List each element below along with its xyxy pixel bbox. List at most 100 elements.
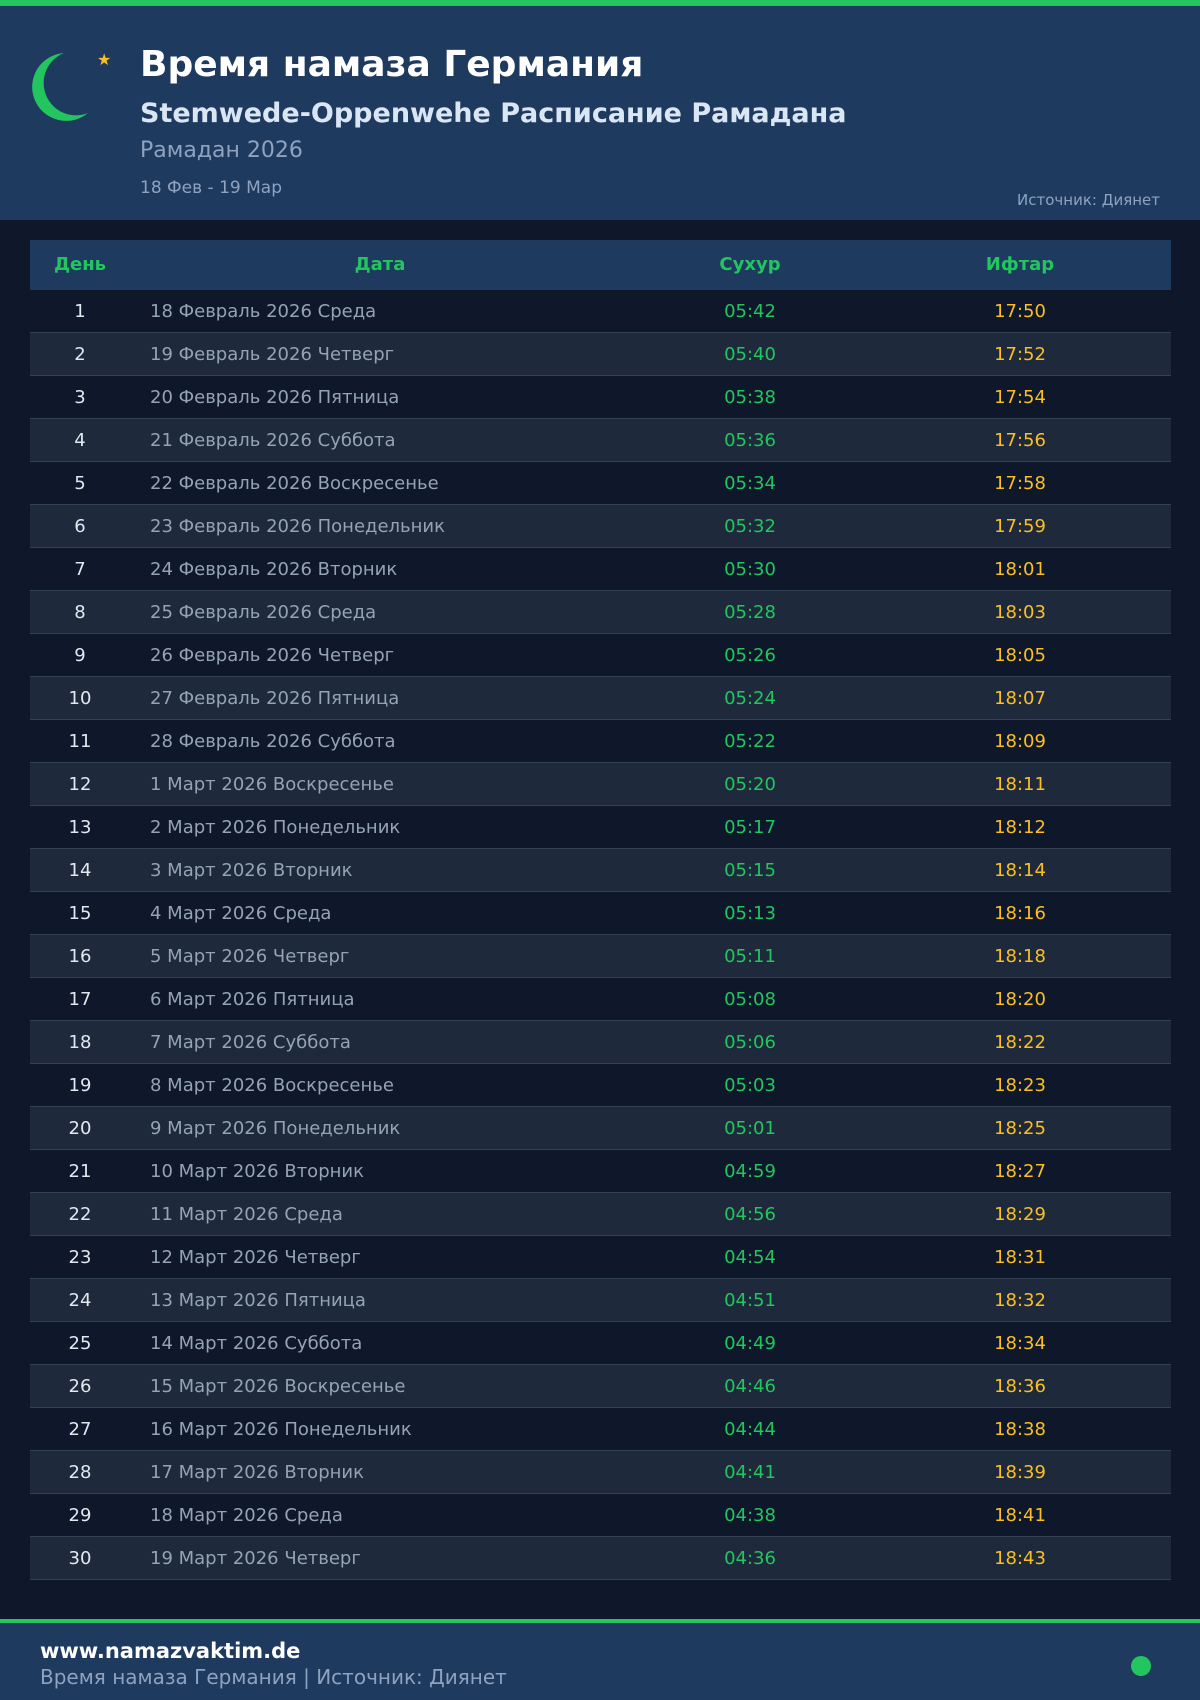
iftar-cell: 18:36 xyxy=(994,1376,1046,1397)
iftar-cell: 18:38 xyxy=(994,1419,1046,1440)
date-cell: 3 Март 2026 Вторник xyxy=(150,860,353,881)
table-row: 5 22 Февраль 2026 Воскресенье 05:34 17:58 xyxy=(30,462,1171,505)
date-cell: 21 Февраль 2026 Суббота xyxy=(150,430,396,451)
suhur-cell: 04:51 xyxy=(724,1290,776,1311)
date-cell: 1 Март 2026 Воскресенье xyxy=(150,774,394,795)
iftar-cell: 17:50 xyxy=(994,301,1046,322)
day-cell: 10 xyxy=(68,688,92,709)
table-row: 8 25 Февраль 2026 Среда 05:28 18:03 xyxy=(30,591,1171,634)
date-cell: 16 Март 2026 Понедельник xyxy=(150,1419,412,1440)
day-cell: 19 xyxy=(68,1075,92,1096)
table-row: 13 2 Март 2026 Понедельник 05:17 18:12 xyxy=(30,806,1171,849)
table-row: 2 19 Февраль 2026 Четверг 05:40 17:52 xyxy=(30,333,1171,376)
suhur-cell: 04:36 xyxy=(724,1548,776,1569)
date-cell: 2 Март 2026 Понедельник xyxy=(150,817,401,838)
date-cell: 11 Март 2026 Среда xyxy=(150,1204,343,1225)
page-title: Время намаза Германия xyxy=(140,44,644,85)
day-cell: 3 xyxy=(74,387,86,408)
footer-text: Время намаза Германия | Источник: Диянет xyxy=(40,1665,507,1689)
crescent-moon-icon xyxy=(32,53,88,121)
day-cell: 30 xyxy=(68,1548,92,1569)
iftar-cell: 18:41 xyxy=(994,1505,1046,1526)
iftar-cell: 18:05 xyxy=(994,645,1046,666)
date-cell: 26 Февраль 2026 Четверг xyxy=(150,645,395,666)
day-cell: 11 xyxy=(68,731,92,752)
day-cell: 2 xyxy=(74,344,86,365)
table-row: 23 12 Март 2026 Четверг 04:54 18:31 xyxy=(30,1236,1171,1279)
suhur-cell: 05:32 xyxy=(724,516,776,537)
iftar-cell: 18:31 xyxy=(994,1247,1046,1268)
date-cell: 24 Февраль 2026 Вторник xyxy=(150,559,398,580)
suhur-cell: 05:26 xyxy=(724,645,776,666)
table-row: 18 7 Март 2026 Суббота 05:06 18:22 xyxy=(30,1021,1171,1064)
iftar-cell: 17:58 xyxy=(994,473,1046,494)
date-cell: 20 Февраль 2026 Пятница xyxy=(150,387,400,408)
date-cell: 18 Февраль 2026 Среда xyxy=(150,301,377,322)
site-link[interactable]: www.namazvaktim.de xyxy=(40,1639,301,1663)
day-cell: 1 xyxy=(74,301,86,322)
day-cell: 6 xyxy=(74,516,86,537)
date-cell: 8 Март 2026 Воскресенье xyxy=(150,1075,394,1096)
table-row: 24 13 Март 2026 Пятница 04:51 18:32 xyxy=(30,1279,1171,1322)
suhur-cell: 04:56 xyxy=(724,1204,776,1225)
table-row: 3 20 Февраль 2026 Пятница 05:38 17:54 xyxy=(30,376,1171,419)
date-cell: 14 Март 2026 Суббота xyxy=(150,1333,363,1354)
suhur-cell: 04:38 xyxy=(724,1505,776,1526)
suhur-cell: 05:08 xyxy=(724,989,776,1010)
iftar-cell: 18:39 xyxy=(994,1462,1046,1483)
suhur-cell: 05:28 xyxy=(724,602,776,623)
day-cell: 25 xyxy=(68,1333,92,1354)
suhur-cell: 05:30 xyxy=(724,559,776,580)
day-cell: 15 xyxy=(68,903,92,924)
table-row: 19 8 Март 2026 Воскресенье 05:03 18:23 xyxy=(30,1064,1171,1107)
day-cell: 21 xyxy=(68,1161,92,1182)
iftar-cell: 18:32 xyxy=(994,1290,1046,1311)
date-cell: 12 Март 2026 Четверг xyxy=(150,1247,361,1268)
top-accent-bar xyxy=(0,0,1200,6)
table-row: 17 6 Март 2026 Пятница 05:08 18:20 xyxy=(30,978,1171,1021)
day-cell: 14 xyxy=(68,860,92,881)
suhur-cell: 05:13 xyxy=(724,903,776,924)
column-header-iftar: Ифтар xyxy=(985,254,1055,275)
date-cell: 15 Март 2026 Воскресенье xyxy=(150,1376,406,1397)
table-row: 27 16 Март 2026 Понедельник 04:44 18:38 xyxy=(30,1408,1171,1451)
date-cell: 5 Март 2026 Четверг xyxy=(150,946,350,967)
day-cell: 28 xyxy=(68,1462,92,1483)
day-cell: 23 xyxy=(68,1247,92,1268)
day-cell: 5 xyxy=(74,473,86,494)
table-row: 21 10 Март 2026 Вторник 04:59 18:27 xyxy=(30,1150,1171,1193)
iftar-cell: 18:09 xyxy=(994,731,1046,752)
iftar-cell: 18:07 xyxy=(994,688,1046,709)
table-row: 16 5 Март 2026 Четверг 05:11 18:18 xyxy=(30,935,1171,978)
suhur-cell: 05:40 xyxy=(724,344,776,365)
column-header-date: Дата xyxy=(354,254,406,275)
suhur-cell: 05:38 xyxy=(724,387,776,408)
date-cell: 6 Март 2026 Пятница xyxy=(150,989,355,1010)
page-subtitle: Stemwede-Oppenwehe Расписание Рамадана xyxy=(140,98,847,129)
suhur-cell: 04:44 xyxy=(724,1419,776,1440)
day-cell: 8 xyxy=(74,602,86,623)
suhur-cell: 05:20 xyxy=(724,774,776,795)
date-range: 18 Фев - 19 Мар xyxy=(140,178,283,198)
iftar-cell: 18:34 xyxy=(994,1333,1046,1354)
iftar-cell: 17:52 xyxy=(994,344,1046,365)
suhur-cell: 05:03 xyxy=(724,1075,776,1096)
iftar-cell: 17:54 xyxy=(994,387,1046,408)
suhur-cell: 05:24 xyxy=(724,688,776,709)
iftar-cell: 18:01 xyxy=(994,559,1046,580)
day-cell: 13 xyxy=(68,817,92,838)
iftar-cell: 18:22 xyxy=(994,1032,1046,1053)
suhur-cell: 05:06 xyxy=(724,1032,776,1053)
day-cell: 22 xyxy=(68,1204,92,1225)
date-cell: 17 Март 2026 Вторник xyxy=(150,1462,364,1483)
day-cell: 24 xyxy=(68,1290,92,1311)
suhur-cell: 04:41 xyxy=(724,1462,776,1483)
column-header-day: День xyxy=(53,254,107,275)
iftar-cell: 18:23 xyxy=(994,1075,1046,1096)
suhur-cell: 05:17 xyxy=(724,817,776,838)
ramadan-year: Рамадан 2026 xyxy=(140,138,303,163)
date-cell: 4 Март 2026 Среда xyxy=(150,903,332,924)
iftar-cell: 18:14 xyxy=(994,860,1046,881)
date-cell: 25 Февраль 2026 Среда xyxy=(150,602,377,623)
date-cell: 18 Март 2026 Среда xyxy=(150,1505,343,1526)
